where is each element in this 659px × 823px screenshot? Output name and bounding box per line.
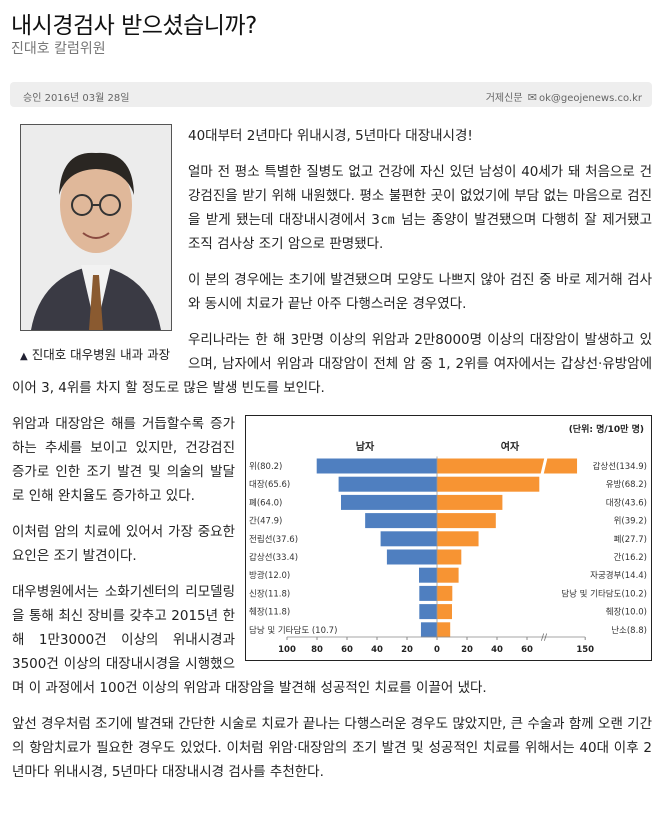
bar-female (437, 494, 503, 510)
label-female: 자궁경부(14.4) (590, 570, 647, 581)
x-tick-label: 20 (461, 645, 473, 655)
label-female: 유방(68.2) (606, 479, 647, 490)
article-title: 내시경검사 받으셨습니까? (11, 13, 257, 39)
label-female: 위(39.2) (614, 517, 647, 527)
label-male: 방광(12.0) (249, 570, 290, 581)
paragraph: 얼마 전 평소 특별한 질병도 없고 건강에 자신 있던 남성이 40세가 돼 … (188, 164, 652, 252)
bar-male (380, 531, 437, 547)
paragraph: 앞선 경우처럼 조기에 발견돼 간단한 시술로 치료가 끝나는 다행스러운 경우… (12, 716, 652, 780)
label-male: 신장(11.8) (249, 588, 290, 599)
label-male: 담낭 및 기타담도 (10.7) (249, 625, 337, 636)
bar-male (316, 458, 437, 474)
bar-female (437, 513, 496, 529)
article-meta-bar: 승인 2016년 03월 28일 거제신문 ✉ ok@geojenews.co.k… (10, 82, 652, 107)
article-body: ▲ 진대호 대우병원 내과 과장 40대부터 2년마다 위내시경, 5년마다 대… (12, 124, 652, 796)
bar-male (341, 494, 437, 510)
label-female: 폐(27.7) (614, 534, 647, 545)
photo-caption: ▲ 진대호 대우병원 내과 과장 (20, 345, 180, 367)
axis-break-mark-bar (540, 457, 548, 475)
label-female: 갑상선(134.9) (593, 461, 647, 472)
x-tick-label: 20 (401, 645, 413, 655)
x-tick-label: 100 (278, 645, 296, 655)
bar-male (338, 476, 437, 492)
envelope-icon: ✉ (527, 91, 537, 104)
axis-break-mark: // (541, 633, 548, 643)
bar-female (437, 622, 451, 638)
chart-svg: (단위: 명/10만 명) 남자 여자위(80.2) 대장(65.6) 폐(64.0) 간… (249, 423, 647, 655)
bar-male (419, 604, 437, 620)
bar-female (437, 604, 452, 620)
bar-male (419, 567, 437, 583)
bar-female (437, 458, 578, 474)
paragraph: 위암과 대장암은 해를 거듭할수록 증가하는 추세를 보이고 있지만, 건강검진… (12, 416, 235, 504)
x-tick-label: 40 (491, 645, 503, 655)
chart-unit-label: (단위: 명/10만 명) (569, 423, 644, 435)
email-link[interactable]: ok@geojenews.co.kr (538, 93, 642, 104)
source-name: 거제신문 (485, 93, 523, 104)
legend-male: 남자 (356, 440, 375, 453)
label-female: 간(16.2) (614, 552, 647, 563)
x-tick-label: 80 (311, 645, 323, 655)
bar-female (437, 585, 453, 601)
paragraph: 대우병원에서는 소화기센터의 리모델링을 통해 최신 장비를 갖추고 2015년… (12, 584, 487, 696)
x-tick-label: 40 (371, 645, 383, 655)
author-photo (20, 124, 172, 331)
paragraph: 이 분의 경우에는 초기에 발견됐으며 모양도 나쁘지 않아 검진 중 바로 제… (188, 272, 652, 312)
label-female: 대장(43.6) (606, 497, 647, 508)
label-male: 폐(64.0) (249, 497, 282, 508)
x-tick-label: 60 (521, 645, 533, 655)
paragraph: 이처럼 암의 치료에 있어서 가장 중요한 요인은 조기 발견이다. (12, 524, 235, 564)
bar-male (420, 622, 437, 638)
x-tick-label: 0 (434, 645, 440, 655)
byline: 진대호 칼럼위원 (11, 41, 106, 57)
photo-caption-text: 진대호 대우병원 내과 과장 (31, 347, 171, 362)
bar-male (419, 585, 437, 601)
source-info: 거제신문 ✉ ok@geojenews.co.kr (486, 89, 642, 104)
triangle-up-icon: ▲ (20, 351, 28, 362)
label-male: 전립선(37.6) (249, 534, 298, 545)
bar-female (437, 476, 540, 492)
label-male: 갑상선(33.4) (249, 552, 298, 563)
label-male: 간(47.9) (249, 516, 282, 527)
bar-female (437, 531, 479, 547)
legend-female: 여자 (501, 440, 520, 453)
x-tick-label: 150 (576, 645, 594, 655)
x-tick-label: 60 (341, 645, 353, 655)
bar-female (437, 567, 459, 583)
label-male: 췌장(11.8) (249, 607, 290, 618)
label-male: 위(80.2) (249, 462, 282, 472)
label-female: 담낭 및 기타담도(10.2) (561, 588, 647, 599)
bar-male (386, 549, 437, 565)
label-female: 난소(8.8) (611, 626, 647, 636)
publish-date: 승인 2016년 03월 28일 (23, 93, 130, 104)
bar-female (437, 549, 462, 565)
paragraph: 40대부터 2년마다 위내시경, 5년마다 대장내시경! (188, 128, 473, 144)
paragraph: 우리나라는 한 해 3만명 이상의 위암과 2만8000명 이상의 대장암이 발… (12, 332, 652, 396)
label-male: 대장(65.6) (249, 479, 290, 490)
bar-male (365, 513, 437, 529)
author-photo-block: ▲ 진대호 대우병원 내과 과장 (20, 124, 180, 367)
label-female: 췌장(10.0) (606, 607, 647, 618)
